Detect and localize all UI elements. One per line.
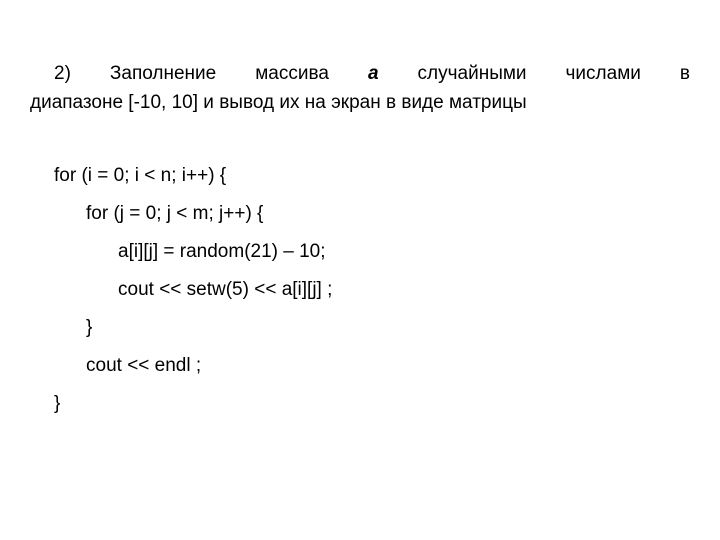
code-line-for-outer: for (i = 0; i < n; i++) { bbox=[54, 157, 690, 195]
code-line-cout-element: cout << setw(5) << a[i][j] ; bbox=[54, 271, 690, 309]
description-prefix: 2) Заполнение массива bbox=[54, 63, 368, 84]
code-block: for (i = 0; i < n; i++) { for (j = 0; j … bbox=[30, 157, 690, 423]
code-line-close-outer: } bbox=[54, 385, 690, 423]
description-line-1: 2) Заполнение массива a случайными числа… bbox=[30, 60, 690, 89]
task-description: 2) Заполнение массива a случайными числа… bbox=[30, 60, 690, 117]
description-suffix: случайными числами в bbox=[379, 63, 690, 84]
array-identifier: a bbox=[368, 63, 379, 84]
code-line-cout-endl: cout << endl ; bbox=[54, 347, 690, 385]
code-line-close-inner: } bbox=[54, 309, 690, 347]
code-line-for-inner: for (j = 0; j < m; j++) { bbox=[54, 195, 690, 233]
code-line-assignment: a[i][j] = random(21) – 10; bbox=[54, 233, 690, 271]
description-line-2: диапазоне [-10, 10] и вывод их на экран … bbox=[30, 89, 690, 118]
